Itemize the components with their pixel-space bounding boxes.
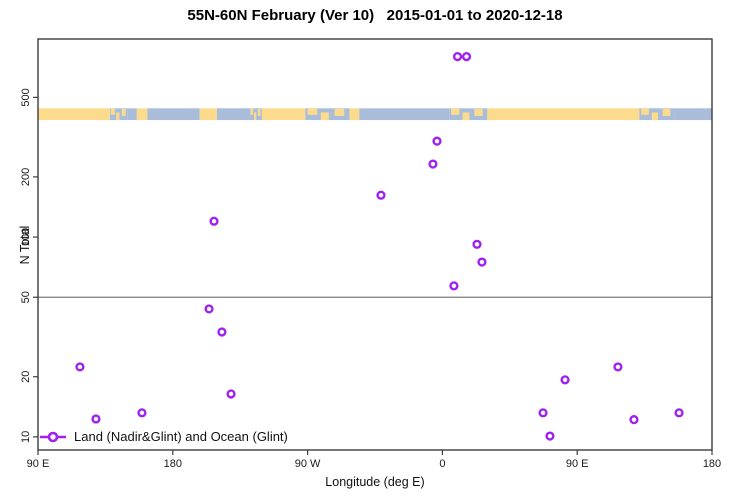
map-island-patch [451, 108, 460, 115]
x-tick-label: 90 W [295, 458, 321, 470]
map-island-patch [250, 108, 254, 115]
x-tick-label: 90 E [566, 458, 589, 470]
y-tick-label: 50 [20, 291, 32, 303]
data-point [204, 304, 214, 314]
map-island-patch [307, 108, 318, 115]
data-point [209, 216, 219, 226]
x-tick-label: 90 E [27, 458, 50, 470]
y-tick-label: 10 [20, 431, 32, 443]
data-point [461, 52, 472, 62]
map-ocean-segment [127, 108, 137, 121]
data-point [449, 281, 459, 291]
data-point [629, 415, 639, 425]
map-land-segment [136, 108, 148, 121]
map-island-patch [462, 112, 470, 121]
x-tick-label: 180 [164, 458, 182, 470]
data-point [613, 362, 623, 372]
map-ocean-segment [674, 108, 712, 121]
data-point [538, 408, 548, 418]
y-tick-label: 100 [20, 228, 32, 246]
x-tick-label: 0 [439, 458, 445, 470]
data-point [91, 414, 101, 424]
x-axis-title: Longitude (deg E) [325, 475, 425, 489]
map-island-patch [334, 108, 345, 116]
map-land-segment [487, 108, 640, 121]
map-island-patch [121, 108, 126, 116]
data-point [428, 159, 438, 169]
y-tick-label: 20 [20, 371, 32, 383]
x-tick-label: 180 [703, 458, 721, 470]
data-point [472, 239, 482, 249]
data-point [560, 375, 570, 385]
map-ocean-segment [359, 108, 450, 121]
map-land-segment [261, 108, 306, 121]
map-island-patch [474, 108, 483, 116]
legend-marker-circle [47, 431, 59, 443]
map-island-patch [320, 112, 329, 121]
map-island-patch [651, 112, 659, 121]
map-island-patch [662, 108, 671, 116]
data-point [217, 327, 227, 337]
y-tick-label: 500 [20, 88, 32, 106]
data-point [452, 52, 463, 62]
map-island-patch [116, 112, 120, 121]
y-axis-title: N Total [18, 226, 32, 265]
map-land-segment [349, 108, 360, 121]
data-point [545, 431, 555, 441]
map-land-segment [199, 108, 217, 121]
plot-border [37, 38, 713, 451]
map-land-segment [38, 108, 110, 121]
data-point [376, 190, 386, 200]
data-point [137, 408, 147, 418]
y-tick-label: 200 [20, 168, 32, 186]
data-point [477, 257, 487, 267]
data-point [432, 136, 442, 146]
map-island-patch [110, 108, 115, 115]
map-ocean-segment [216, 108, 250, 121]
map-ocean-segment [147, 108, 200, 121]
chart-title: 55N-60N February (Ver 10) 2015-01-01 to … [187, 7, 563, 24]
data-point [674, 408, 684, 418]
map-island-patch [257, 108, 261, 116]
legend-label: Land (Nadir&Glint) and Ocean (Glint) [74, 429, 288, 444]
data-point [226, 389, 236, 399]
map-island-patch [254, 112, 257, 121]
data-point [75, 362, 85, 372]
map-island-patch [641, 108, 649, 115]
